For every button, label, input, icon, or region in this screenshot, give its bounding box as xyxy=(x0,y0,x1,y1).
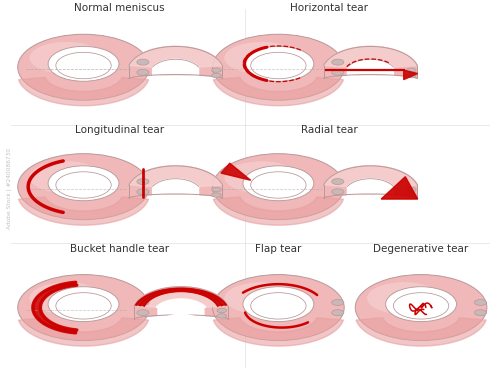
Ellipse shape xyxy=(212,188,221,192)
Ellipse shape xyxy=(212,154,344,220)
Polygon shape xyxy=(152,59,198,76)
Ellipse shape xyxy=(406,188,416,192)
Ellipse shape xyxy=(212,68,221,72)
Polygon shape xyxy=(134,287,228,308)
Ellipse shape xyxy=(137,178,149,184)
Ellipse shape xyxy=(48,46,119,81)
Ellipse shape xyxy=(137,59,149,65)
Ellipse shape xyxy=(332,178,344,184)
Polygon shape xyxy=(152,179,198,195)
Ellipse shape xyxy=(212,193,221,197)
Polygon shape xyxy=(136,288,226,306)
Ellipse shape xyxy=(30,161,104,193)
Polygon shape xyxy=(129,46,222,78)
Text: Horizontal tear: Horizontal tear xyxy=(290,3,368,13)
Ellipse shape xyxy=(137,69,149,75)
Text: Flap tear: Flap tear xyxy=(255,244,302,255)
Ellipse shape xyxy=(217,308,226,313)
Text: Bucket handle tear: Bucket handle tear xyxy=(70,244,169,255)
Ellipse shape xyxy=(243,287,314,322)
Polygon shape xyxy=(348,179,394,195)
Polygon shape xyxy=(324,166,417,198)
Ellipse shape xyxy=(386,287,456,322)
Ellipse shape xyxy=(332,59,344,65)
Ellipse shape xyxy=(137,189,149,195)
Ellipse shape xyxy=(18,154,150,220)
Ellipse shape xyxy=(224,282,298,314)
Ellipse shape xyxy=(212,74,221,78)
Ellipse shape xyxy=(243,166,314,201)
Ellipse shape xyxy=(137,310,149,316)
Polygon shape xyxy=(214,78,344,106)
Ellipse shape xyxy=(212,274,344,340)
Ellipse shape xyxy=(474,310,486,316)
Text: Adobe Stock | #240086730: Adobe Stock | #240086730 xyxy=(7,148,12,229)
Ellipse shape xyxy=(406,74,416,78)
Ellipse shape xyxy=(406,68,416,72)
Polygon shape xyxy=(214,318,344,346)
Polygon shape xyxy=(214,197,344,225)
Ellipse shape xyxy=(243,46,314,81)
Ellipse shape xyxy=(30,282,104,314)
Ellipse shape xyxy=(224,42,298,74)
Polygon shape xyxy=(129,166,222,186)
Polygon shape xyxy=(348,59,394,76)
Ellipse shape xyxy=(332,310,344,316)
Polygon shape xyxy=(356,318,486,346)
Polygon shape xyxy=(158,300,204,316)
Ellipse shape xyxy=(18,34,150,100)
Ellipse shape xyxy=(367,282,442,314)
Ellipse shape xyxy=(332,69,344,75)
Polygon shape xyxy=(324,166,417,186)
Ellipse shape xyxy=(332,300,344,306)
Ellipse shape xyxy=(137,300,149,306)
Polygon shape xyxy=(129,46,222,67)
Ellipse shape xyxy=(217,314,226,318)
Ellipse shape xyxy=(30,42,104,74)
Polygon shape xyxy=(153,299,209,320)
Text: Normal meniscus: Normal meniscus xyxy=(74,3,165,13)
Ellipse shape xyxy=(224,161,298,193)
Text: Radial tear: Radial tear xyxy=(300,126,358,135)
Polygon shape xyxy=(381,177,418,199)
Polygon shape xyxy=(33,282,77,333)
Polygon shape xyxy=(324,46,417,67)
Ellipse shape xyxy=(48,166,119,201)
Ellipse shape xyxy=(474,300,486,306)
Ellipse shape xyxy=(212,34,344,100)
Polygon shape xyxy=(324,46,417,78)
Polygon shape xyxy=(18,318,148,346)
Ellipse shape xyxy=(18,274,150,340)
Polygon shape xyxy=(18,78,148,106)
Ellipse shape xyxy=(48,287,119,322)
Text: Longitudinal tear: Longitudinal tear xyxy=(75,126,164,135)
Ellipse shape xyxy=(332,189,344,195)
Text: Degenerative tear: Degenerative tear xyxy=(374,244,468,255)
Polygon shape xyxy=(134,287,228,319)
Ellipse shape xyxy=(355,274,487,340)
Polygon shape xyxy=(18,197,148,225)
Polygon shape xyxy=(404,70,417,80)
Ellipse shape xyxy=(406,193,416,197)
Polygon shape xyxy=(221,163,250,180)
Polygon shape xyxy=(129,166,222,198)
